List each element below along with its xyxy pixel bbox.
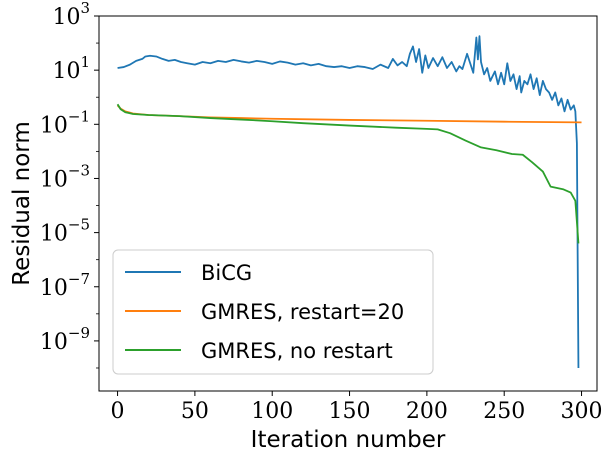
y-tick-label: 10−3 (40, 161, 90, 192)
y-tick-label: 10−7 (40, 270, 90, 301)
legend-label: BiCG (201, 261, 252, 285)
y-axis-label: Residual norm (9, 121, 35, 286)
legend-label: GMRES, restart=20 (201, 300, 404, 324)
y-tick-label: 101 (52, 53, 90, 84)
x-tick-label: 150 (329, 399, 371, 424)
series-line-bicg (117, 35, 580, 368)
y-tick-label: 10−5 (40, 216, 90, 247)
x-tick-label: 300 (561, 399, 603, 424)
legend-label: GMRES, no restart (201, 339, 393, 363)
x-tick-label: 0 (111, 399, 125, 424)
y-tick-label: 103 (52, 0, 90, 30)
legend-box (112, 249, 434, 375)
x-tick-label: 250 (483, 399, 525, 424)
y-tick-label: 10−1 (40, 107, 90, 138)
series-line-gmres-no-restart (116, 103, 580, 244)
x-tick-label: 50 (181, 399, 209, 424)
x-tick-label: 200 (406, 399, 448, 424)
x-tick-label: 100 (251, 399, 293, 424)
ticks-layer: 0 50 100 150 200 250 300 103 101 10−1 10−3 10−5 10−7… (40, 0, 603, 424)
legend: BiCG GMRES, restart=20 GMRES, no restart (112, 249, 434, 375)
series-layer (116, 35, 582, 368)
y-tick-label: 10−9 (40, 324, 90, 355)
x-axis-label: Iteration number (251, 427, 446, 453)
axes-frame (98, 15, 598, 392)
